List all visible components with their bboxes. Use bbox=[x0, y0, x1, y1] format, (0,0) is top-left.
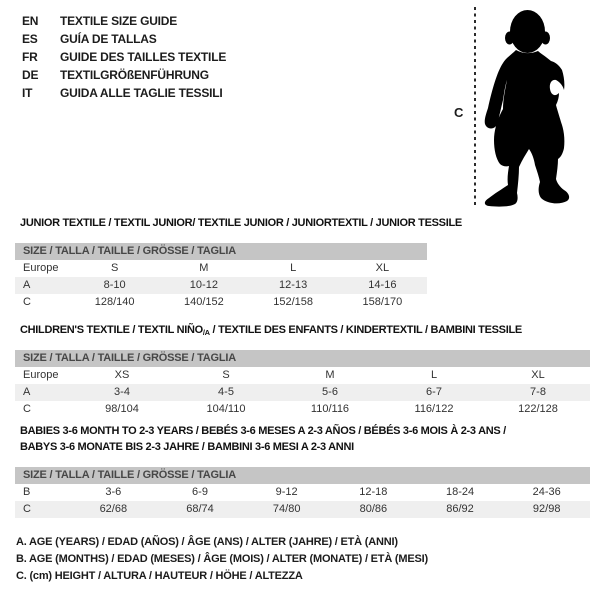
row-label: A bbox=[23, 386, 31, 398]
table-cell: 62/68 bbox=[99, 503, 128, 515]
table-cell: 92/98 bbox=[532, 503, 561, 515]
junior-table-title: JUNIOR TEXTILE / TEXTIL JUNIOR/ TEXTILE … bbox=[20, 217, 462, 229]
height-dashed-line bbox=[474, 7, 476, 206]
table-cell: 122/128 bbox=[518, 403, 558, 415]
row-label: C bbox=[23, 403, 31, 415]
table-cell: 152/158 bbox=[273, 296, 313, 308]
table-cell: 140/152 bbox=[183, 296, 224, 308]
height-label-c: C bbox=[454, 105, 464, 120]
size-header-bar: SIZE / TALLA / TAILLE / GRÖSSE / TAGLIA bbox=[15, 350, 590, 367]
table-cell: 74/80 bbox=[272, 503, 301, 515]
table-cell: M bbox=[199, 262, 209, 274]
language-code: FR bbox=[22, 50, 38, 64]
table-cell: 104/110 bbox=[206, 403, 246, 415]
table-cell: 12-13 bbox=[279, 279, 308, 291]
title-line-1: BABIES 3-6 MONTH TO 2-3 YEARS / BEBÉS 3-… bbox=[20, 425, 506, 437]
table-cell: XS bbox=[114, 369, 130, 381]
table-cell: 24-36 bbox=[532, 486, 561, 498]
table-cell: L bbox=[430, 369, 438, 381]
table-cell: 116/122 bbox=[414, 403, 454, 415]
language-code: DE bbox=[22, 68, 39, 82]
legend-notes: A. AGE (YEARS) / EDAD (AÑOS) / ÂGE (ANS)… bbox=[16, 534, 428, 585]
list-item: DE TEXTILGRÖßENFÜHRUNG bbox=[22, 66, 226, 84]
table-cell: 18-24 bbox=[445, 486, 475, 498]
table-cell: 9-12 bbox=[275, 486, 298, 498]
list-item: ES GUÍA DE TALLAS bbox=[22, 30, 226, 48]
table-row: A 8-10 10-12 12-13 14-16 bbox=[15, 277, 427, 294]
language-code: IT bbox=[22, 86, 33, 100]
table-row: A 3-4 4-5 5-6 6-7 7-8 bbox=[15, 384, 590, 401]
title-text: / TEXTILE DES ENFANTS / KINDERTEXTIL / B… bbox=[209, 324, 523, 336]
title-subscript: /A bbox=[202, 328, 210, 337]
list-item: FR GUIDE DES TAILLES TEXTILE bbox=[22, 48, 226, 66]
children-table-title: CHILDREN'S TEXTILE / TEXTIL NIÑO/A / TEX… bbox=[20, 324, 522, 337]
row-label: C bbox=[23, 296, 31, 308]
table-cell: L bbox=[290, 262, 297, 274]
row-label: C bbox=[23, 503, 31, 515]
note-c-height: C. (cm) HEIGHT / ALTURA / HAUTEUR / HÖHE… bbox=[16, 570, 303, 582]
row-label: Europe bbox=[23, 369, 59, 381]
table-cell: M bbox=[325, 369, 335, 381]
children-size-table: SIZE / TALLA / TAILLE / GRÖSSE / TAGLIA … bbox=[15, 350, 590, 418]
table-cell: 3-6 bbox=[105, 486, 122, 498]
row-label: B bbox=[23, 486, 31, 498]
table-cell: S bbox=[222, 369, 230, 381]
baby-silhouette-icon bbox=[484, 10, 570, 207]
table-cell: XL bbox=[375, 262, 390, 274]
table-cell: S bbox=[110, 262, 119, 274]
table-cell: 98/104 bbox=[105, 403, 139, 415]
table-cell: 6-9 bbox=[192, 486, 208, 498]
table-row: Europe XS S M L XL bbox=[15, 367, 590, 384]
title-line-2: BABYS 3-6 MONATE BIS 2-3 JAHRE / BAMBINI… bbox=[20, 441, 354, 453]
language-title: GUÍA DE TALLAS bbox=[60, 32, 157, 46]
table-cell: 68/74 bbox=[186, 503, 214, 515]
table-cell: 14-16 bbox=[368, 279, 397, 291]
babies-table-title: BABIES 3-6 MONTH TO 2-3 YEARS / BEBÉS 3-… bbox=[20, 423, 506, 455]
note-a-age-years: A. AGE (YEARS) / EDAD (AÑOS) / ÂGE (ANS)… bbox=[16, 536, 398, 548]
table-cell: 158/170 bbox=[362, 296, 403, 308]
language-title-list: EN TEXTILE SIZE GUIDE ES GUÍA DE TALLAS … bbox=[22, 12, 226, 102]
table-row: B 3-6 6-9 9-12 12-18 18-24 24-36 bbox=[15, 484, 590, 501]
size-header-bar: SIZE / TALLA / TAILLE / GRÖSSE / TAGLIA bbox=[15, 243, 427, 260]
size-header-bar: SIZE / TALLA / TAILLE / GRÖSSE / TAGLIA bbox=[15, 467, 590, 484]
language-title: GUIDE DES TAILLES TEXTILE bbox=[60, 50, 227, 64]
language-title: TEXTILGRÖßENFÜHRUNG bbox=[60, 68, 209, 82]
language-code: ES bbox=[22, 32, 38, 46]
table-cell: XL bbox=[531, 369, 545, 381]
table-cell: 8-10 bbox=[103, 279, 126, 291]
list-item: IT GUIDA ALLE TAGLIE TESSILI bbox=[22, 84, 226, 102]
table-cell: 86/92 bbox=[446, 503, 474, 515]
junior-size-table: SIZE / TALLA / TAILLE / GRÖSSE / TAGLIA … bbox=[15, 243, 427, 311]
table-cell: 80/86 bbox=[359, 503, 388, 515]
table-row: Europe S M L XL bbox=[15, 260, 427, 277]
table-cell: 110/116 bbox=[310, 403, 350, 415]
table-cell: 128/140 bbox=[94, 296, 135, 308]
language-title: GUIDA ALLE TAGLIE TESSILI bbox=[60, 86, 223, 100]
table-row: C 98/104 104/110 110/116 116/122 122/128 bbox=[15, 401, 590, 418]
table-cell: 5-6 bbox=[322, 386, 338, 398]
list-item: EN TEXTILE SIZE GUIDE bbox=[22, 12, 226, 30]
table-cell: 6-7 bbox=[426, 386, 442, 398]
table-cell: 10-12 bbox=[189, 279, 218, 291]
language-code: EN bbox=[22, 14, 39, 28]
table-cell: 12-18 bbox=[359, 486, 388, 498]
table-row: C 62/68 68/74 74/80 80/86 86/92 92/98 bbox=[15, 501, 590, 518]
row-label: A bbox=[23, 279, 31, 291]
note-b-age-months: B. AGE (MONTHS) / EDAD (MESES) / ÂGE (MO… bbox=[16, 553, 428, 565]
table-cell: 4-5 bbox=[218, 386, 234, 398]
table-row: C 128/140 140/152 152/158 158/170 bbox=[15, 294, 427, 311]
table-cell: 3-4 bbox=[114, 386, 130, 398]
table-cell: 7-8 bbox=[530, 386, 546, 398]
title-text: CHILDREN'S TEXTILE / TEXTIL NIÑO bbox=[20, 324, 203, 336]
row-label: Europe bbox=[23, 262, 59, 274]
babies-size-table: SIZE / TALLA / TAILLE / GRÖSSE / TAGLIA … bbox=[15, 467, 590, 518]
language-title: TEXTILE SIZE GUIDE bbox=[60, 14, 178, 28]
